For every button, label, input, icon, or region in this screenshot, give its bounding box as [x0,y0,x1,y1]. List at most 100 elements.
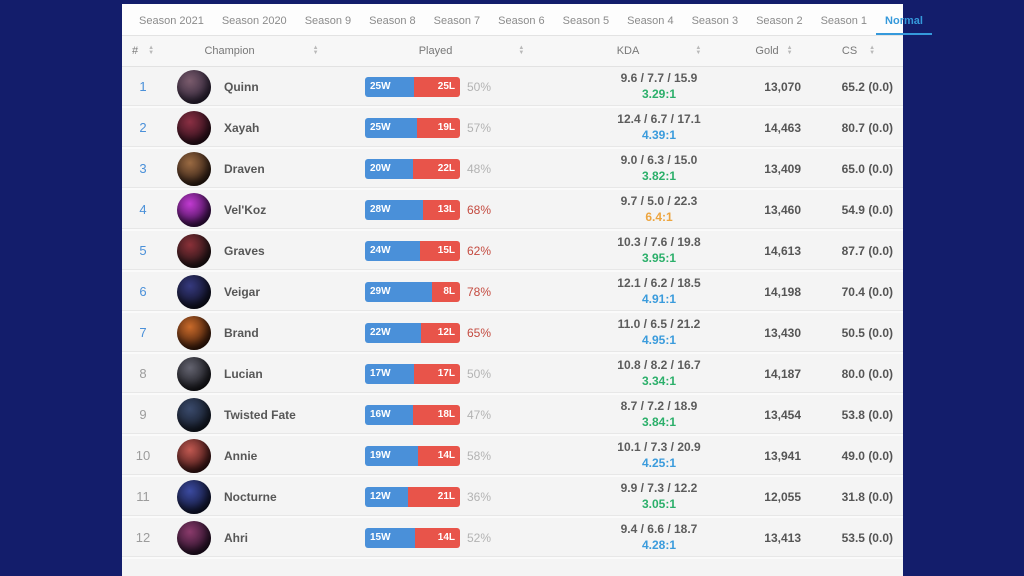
champion-portrait [177,151,211,186]
rank-number: 2 [139,120,147,135]
champion-name: Veigar [224,284,261,299]
kda-values: 9.4 / 6.6 / 18.7 [620,522,698,536]
champion-row[interactable]: 2 Xayah 25W 19L 57% 12.4 / 6.7 / 17.1 4.39:1 14… [122,108,903,149]
column-header-kda[interactable]: KDA ▲ ▼ [584,45,734,57]
column-header-cs[interactable]: CS ▲ ▼ [814,45,903,57]
champion-name: Ahri [224,530,248,545]
rank-number: 9 [139,407,147,422]
tab-season-2[interactable]: Season 2 [756,15,803,27]
tab-normal[interactable]: Normal [876,6,932,35]
kda-ratio: 3.34:1 [641,374,677,388]
kda-cell: 9.4 / 6.6 / 18.7 4.28:1 [584,522,734,553]
avatar-cell [164,274,224,309]
losses-segment: 25L [414,76,460,97]
winloss-bar: 25W 19L [365,117,460,138]
wins-segment: 17W [365,363,415,384]
champion-name: Graves [224,243,265,258]
tab-season-4[interactable]: Season 4 [627,15,674,27]
gold-value: 12,055 [764,489,801,504]
wins-segment: 16W [365,404,413,425]
losses-segment: 14L [417,445,460,466]
winloss-bar: 25W 25L [365,76,460,97]
cs-value: 31.8 (0.0) [841,489,893,504]
champion-name: Lucian [224,366,263,381]
avatar-cell [164,520,224,555]
tab-season-2020[interactable]: Season 2020 [221,15,287,27]
champion-row[interactable]: 11 Nocturne 12W 21L 36% 9.9 / 7.3 / 12.2 3.05:… [122,477,903,518]
kda-values: 10.1 / 7.3 / 20.9 [617,440,701,454]
kda-values: 8.7 / 7.2 / 18.9 [620,399,698,413]
champion-table-body: 1 Quinn 25W 25L 50% 9.6 / 7.7 / 15.9 3.29:1 13,… [122,67,903,559]
played-cell: 15W 14L 52% [359,527,584,548]
sort-icon: ▲ ▼ [312,45,319,56]
gold-value: 14,198 [764,284,801,299]
champion-row[interactable]: 8 Lucian 17W 17L 50% 10.8 / 8.2 / 16.7 3.34:1 1… [122,354,903,395]
played-cell: 22W 12L 65% [359,322,584,343]
winrate-label: 50% [467,366,492,381]
played-cell: 17W 17L 50% [359,363,584,384]
champion-row[interactable]: 7 Brand 22W 12L 65% 11.0 / 6.5 / 21.2 4.95:1 13… [122,313,903,354]
cs-value: 49.0 (0.0) [841,448,893,463]
champion-row[interactable]: 5 Graves 24W 15L 62% 10.3 / 7.6 / 19.8 3.95:1 1… [122,231,903,272]
champion-portrait [177,274,211,309]
champion-row[interactable]: 3 Draven 20W 22L 48% 9.0 / 6.3 / 15.0 3.82:1 13… [122,149,903,190]
kda-values: 9.6 / 7.7 / 15.9 [620,71,698,85]
champion-portrait [177,479,211,514]
cs-value: 80.0 (0.0) [841,366,893,381]
champion-name: Twisted Fate [224,407,296,422]
played-cell: 19W 14L 58% [359,445,584,466]
winloss-bar: 20W 22L [365,158,460,179]
avatar-cell [164,192,224,227]
champion-row[interactable]: 10 Annie 19W 14L 58% 10.1 / 7.3 / 20.9 4.25:1 1… [122,436,903,477]
winrate-label: 57% [467,120,492,135]
kda-ratio: 3.84:1 [641,415,677,429]
winrate-label: 68% [467,202,492,217]
losses-segment: 12L [421,322,460,343]
played-cell: 24W 15L 62% [359,240,584,261]
avatar-cell [164,438,224,473]
champion-portrait [177,356,211,391]
champion-portrait [177,438,211,473]
champion-row[interactable]: 6 Veigar 29W 8L 78% 12.1 / 6.2 / 18.5 4.91:1 14… [122,272,903,313]
sort-icon: ▲ ▼ [518,45,525,56]
column-header-played[interactable]: Played ▲ ▼ [359,45,584,57]
kda-ratio: 3.95:1 [641,251,677,265]
champion-name: Nocturne [224,489,277,504]
tab-season-1[interactable]: Season 1 [820,15,868,27]
champion-row[interactable]: 12 Ahri 15W 14L 52% 9.4 / 6.6 / 18.7 4.28:1 13,… [122,518,903,559]
wins-segment: 25W [365,117,418,138]
champion-name: Brand [224,325,259,340]
column-header--[interactable]: # ▲ ▼ [122,45,164,57]
champion-row[interactable]: 9 Twisted Fate 16W 18L 47% 8.7 / 7.2 / 18.9 3.… [122,395,903,436]
wins-segment: 20W [365,158,414,179]
cs-value: 53.8 (0.0) [841,407,893,422]
kda-cell: 10.3 / 7.6 / 19.8 3.95:1 [584,235,734,266]
avatar-cell [164,110,224,145]
tab-season-3[interactable]: Season 3 [691,15,739,27]
gold-value: 14,613 [764,243,801,258]
sort-icon: ▲ ▼ [695,45,702,56]
kda-cell: 9.9 / 7.3 / 12.2 3.05:1 [584,481,734,512]
gold-value: 13,454 [764,407,801,422]
champion-row[interactable]: 4 Vel'Koz 28W 13L 68% 9.7 / 5.0 / 22.3 6.4:1 13… [122,190,903,231]
gold-value: 14,463 [764,120,801,135]
tab-season-2021[interactable]: Season 2021 [139,15,204,27]
tab-season-6[interactable]: Season 6 [498,15,545,27]
losses-segment: 8L [431,281,460,302]
gold-value: 13,070 [764,79,801,94]
tab-season-9[interactable]: Season 9 [304,15,352,27]
tab-season-7[interactable]: Season 7 [433,15,481,27]
winloss-bar: 28W 13L [365,199,460,220]
losses-segment: 22L [413,158,460,179]
kda-cell: 12.4 / 6.7 / 17.1 4.39:1 [584,112,734,143]
losses-segment: 17L [414,363,460,384]
champion-row[interactable]: 1 Quinn 25W 25L 50% 9.6 / 7.7 / 15.9 3.29:1 13,… [122,67,903,108]
column-header-gold[interactable]: Gold ▲ ▼ [734,45,814,57]
column-header-champion[interactable]: Champion ▲ ▼ [164,45,359,57]
kda-values: 10.3 / 7.6 / 19.8 [617,235,701,249]
gold-value: 13,430 [764,325,801,340]
kda-cell: 11.0 / 6.5 / 21.2 4.95:1 [584,317,734,348]
tab-season-5[interactable]: Season 5 [562,15,610,27]
losses-segment: 19L [417,117,460,138]
tab-season-8[interactable]: Season 8 [369,15,416,27]
